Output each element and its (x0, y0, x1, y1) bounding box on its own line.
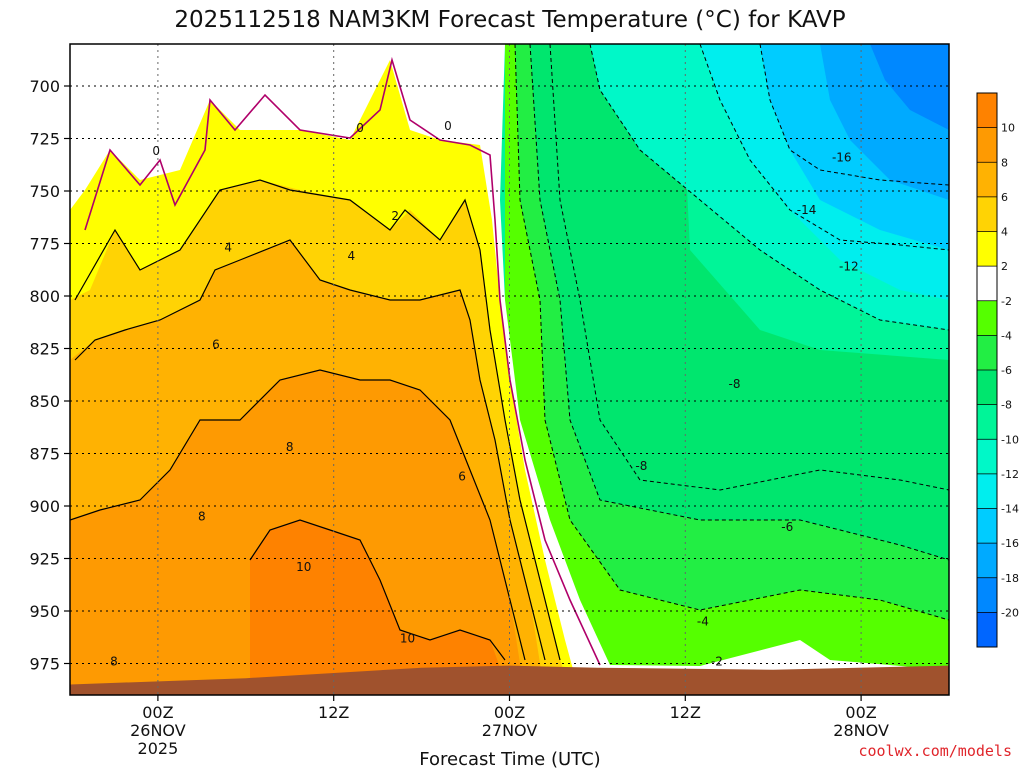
colorbar-swatch (977, 301, 997, 336)
colorbar-swatch (977, 93, 997, 128)
contour-label: 0 (152, 144, 160, 158)
y-tick-label: 975 (29, 655, 60, 674)
x-tick-label: 27NOV (482, 721, 538, 740)
colorbar-label: -6 (1001, 364, 1012, 377)
colorbar-swatch (977, 128, 997, 163)
y-axis-ticks: 700 725 750 775 800 825 850 875 900 925 950 975 (29, 77, 70, 674)
colorbar-label: -18 (1001, 572, 1019, 585)
x-axis-label: Forecast Time (UTC) (419, 749, 600, 768)
contour-label: -14 (797, 203, 817, 217)
colorbar-label: -10 (1001, 433, 1019, 446)
contour-label: -16 (832, 150, 852, 164)
colorbar-label: -20 (1001, 606, 1019, 619)
colorbar-swatch (977, 509, 997, 544)
y-tick-label: 875 (29, 445, 60, 464)
colorbar-label: -16 (1001, 537, 1019, 550)
x-tick-label: 12Z (318, 703, 349, 722)
x-tick-label: 28NOV (833, 721, 889, 740)
contour-label: 4 (347, 249, 355, 263)
temperature-chart: 2025112518 NAM3KM Forecast Temperature (… (0, 0, 1024, 768)
colorbar-label: -8 (1001, 399, 1012, 412)
contour-label: 4 (224, 241, 232, 255)
colorbar-label: -12 (1001, 468, 1019, 481)
contour-label: 2 (391, 209, 399, 223)
contour-label: 0 (444, 119, 452, 133)
contour-label: -8 (635, 459, 647, 473)
colorbar-swatch (977, 266, 997, 301)
colorbar-label: 10 (1001, 122, 1015, 135)
contour-label: 10 (296, 560, 311, 574)
contour-label: 6 (458, 470, 466, 484)
credit-text: coolwx.com/models (858, 742, 1012, 760)
y-tick-label: 750 (29, 182, 60, 201)
x-tick-label: 12Z (670, 703, 701, 722)
y-tick-label: 950 (29, 602, 60, 621)
colorbar-swatch (977, 370, 997, 405)
y-tick-label: 775 (29, 235, 60, 254)
colorbar-swatch (977, 162, 997, 197)
contour-label: 6 (212, 337, 220, 351)
y-tick-label: 925 (29, 550, 60, 569)
temperature-field (70, 44, 949, 695)
y-tick-label: 900 (29, 497, 60, 516)
contour-label: -12 (839, 260, 859, 274)
colorbar-label: 4 (1001, 226, 1008, 239)
contour-label: 10 (400, 631, 415, 645)
y-tick-label: 800 (29, 287, 60, 306)
colorbar-swatch (977, 197, 997, 232)
colorbar-label: 6 (1001, 191, 1008, 204)
contour-label: 8 (286, 440, 294, 454)
colorbar-label: 8 (1001, 156, 1008, 169)
y-tick-label: 825 (29, 340, 60, 359)
colorbar-swatch (977, 612, 997, 647)
contour-label: 8 (198, 510, 206, 524)
colorbar-label: -14 (1001, 503, 1019, 516)
colorbar-swatch (977, 405, 997, 440)
x-tick-label: 00Z (142, 703, 173, 722)
contour-label: -8 (729, 377, 741, 391)
contour-label: 0 (356, 121, 364, 135)
x-tick-label: 2025 (138, 739, 179, 758)
colorbar: 10 8 6 4 2 -2 -4 -6 -8 -10 -12 -14 -16 -18 -20 (977, 93, 1019, 648)
x-tick-label: 00Z (845, 703, 876, 722)
x-tick-label: 26NOV (130, 721, 186, 740)
contour-label: -6 (781, 520, 793, 534)
colorbar-swatch (977, 578, 997, 613)
colorbar-swatch (977, 474, 997, 509)
y-tick-label: 850 (29, 392, 60, 411)
colorbar-swatch (977, 232, 997, 267)
colorbar-swatch (977, 439, 997, 474)
contour-label: -2 (711, 654, 723, 668)
colorbar-label: -4 (1001, 329, 1012, 342)
chart-title: 2025112518 NAM3KM Forecast Temperature (… (174, 7, 845, 33)
y-tick-label: 700 (29, 77, 60, 96)
contour-label: -4 (697, 615, 709, 629)
colorbar-label: -2 (1001, 295, 1012, 308)
contour-label: 8 (110, 654, 118, 668)
colorbar-swatch (977, 543, 997, 578)
x-tick-label: 00Z (494, 703, 525, 722)
colorbar-swatch (977, 335, 997, 370)
y-tick-label: 725 (29, 130, 60, 149)
colorbar-label: 2 (1001, 260, 1008, 273)
